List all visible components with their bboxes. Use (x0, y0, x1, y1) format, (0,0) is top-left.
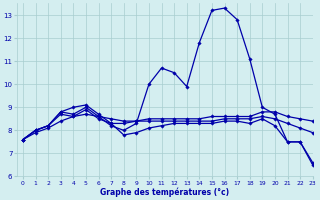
X-axis label: Graphe des températures (°c): Graphe des températures (°c) (100, 187, 229, 197)
